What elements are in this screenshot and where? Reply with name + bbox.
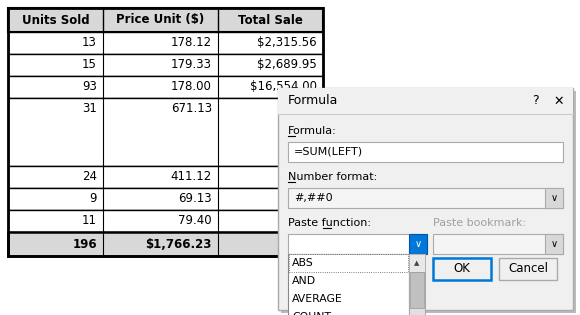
Bar bbox=[499, 258, 557, 280]
Bar bbox=[409, 254, 425, 272]
Text: 69.13: 69.13 bbox=[179, 192, 212, 205]
Bar bbox=[288, 254, 409, 315]
Bar bbox=[545, 188, 563, 208]
Text: Cancel: Cancel bbox=[508, 262, 548, 276]
Text: COUNT: COUNT bbox=[292, 312, 331, 315]
Bar bbox=[8, 166, 323, 188]
Bar bbox=[278, 88, 573, 310]
Bar bbox=[288, 142, 563, 162]
Text: OK: OK bbox=[454, 262, 470, 276]
Text: Total Sale: Total Sale bbox=[238, 14, 303, 26]
Bar bbox=[8, 32, 323, 54]
Text: 671.13: 671.13 bbox=[171, 102, 212, 116]
Bar bbox=[545, 234, 563, 254]
Bar bbox=[281, 91, 576, 313]
Bar bbox=[8, 8, 323, 256]
Bar bbox=[8, 232, 323, 256]
Text: 15: 15 bbox=[82, 59, 97, 72]
Text: ▲: ▲ bbox=[414, 260, 420, 266]
Bar bbox=[410, 272, 424, 308]
Text: Formula:: Formula: bbox=[288, 126, 337, 136]
Text: $16,554.00: $16,554.00 bbox=[250, 81, 317, 94]
Text: 178.12: 178.12 bbox=[171, 37, 212, 49]
Bar bbox=[8, 210, 323, 232]
Text: 411.12: 411.12 bbox=[171, 170, 212, 184]
Bar bbox=[289, 254, 408, 272]
Bar bbox=[288, 188, 563, 208]
Text: ?: ? bbox=[532, 94, 538, 107]
Text: 9: 9 bbox=[89, 192, 97, 205]
Bar bbox=[409, 254, 425, 315]
Bar bbox=[8, 76, 323, 98]
Text: Number format:: Number format: bbox=[288, 172, 377, 182]
Bar bbox=[433, 258, 491, 280]
Text: 79.40: 79.40 bbox=[179, 215, 212, 227]
Text: Price Unit ($): Price Unit ($) bbox=[117, 14, 205, 26]
Text: $1,766.23: $1,766.23 bbox=[146, 238, 212, 250]
Text: 24: 24 bbox=[82, 170, 97, 184]
Text: 178.00: 178.00 bbox=[171, 81, 212, 94]
Bar bbox=[8, 98, 323, 166]
Bar bbox=[8, 54, 323, 76]
Text: Paste bookmark:: Paste bookmark: bbox=[433, 218, 526, 228]
Text: AVERAGE: AVERAGE bbox=[292, 294, 343, 304]
Text: #,##0: #,##0 bbox=[294, 193, 332, 203]
Bar bbox=[409, 234, 427, 254]
Text: ABS: ABS bbox=[292, 258, 314, 268]
Text: ∨: ∨ bbox=[550, 193, 557, 203]
Bar bbox=[433, 234, 563, 254]
Text: Formula: Formula bbox=[288, 94, 338, 107]
Text: $2,315.56: $2,315.56 bbox=[258, 37, 317, 49]
Text: ∨: ∨ bbox=[550, 239, 557, 249]
Text: ∨: ∨ bbox=[415, 239, 422, 249]
Text: 31: 31 bbox=[82, 102, 97, 116]
Text: AND: AND bbox=[292, 276, 316, 286]
Text: Paste function:: Paste function: bbox=[288, 218, 371, 228]
Text: 11: 11 bbox=[82, 215, 97, 227]
Text: 13: 13 bbox=[82, 37, 97, 49]
Text: =SUM(LEFT): =SUM(LEFT) bbox=[294, 147, 363, 157]
Text: 196: 196 bbox=[72, 238, 97, 250]
Bar bbox=[8, 188, 323, 210]
Text: Units Sold: Units Sold bbox=[21, 14, 89, 26]
Bar bbox=[8, 8, 323, 32]
Text: ✕: ✕ bbox=[554, 94, 564, 107]
Text: $2,689.95: $2,689.95 bbox=[258, 59, 317, 72]
Bar bbox=[278, 88, 573, 114]
Text: 93: 93 bbox=[82, 81, 97, 94]
Bar bbox=[288, 234, 427, 254]
Text: 179.33: 179.33 bbox=[171, 59, 212, 72]
